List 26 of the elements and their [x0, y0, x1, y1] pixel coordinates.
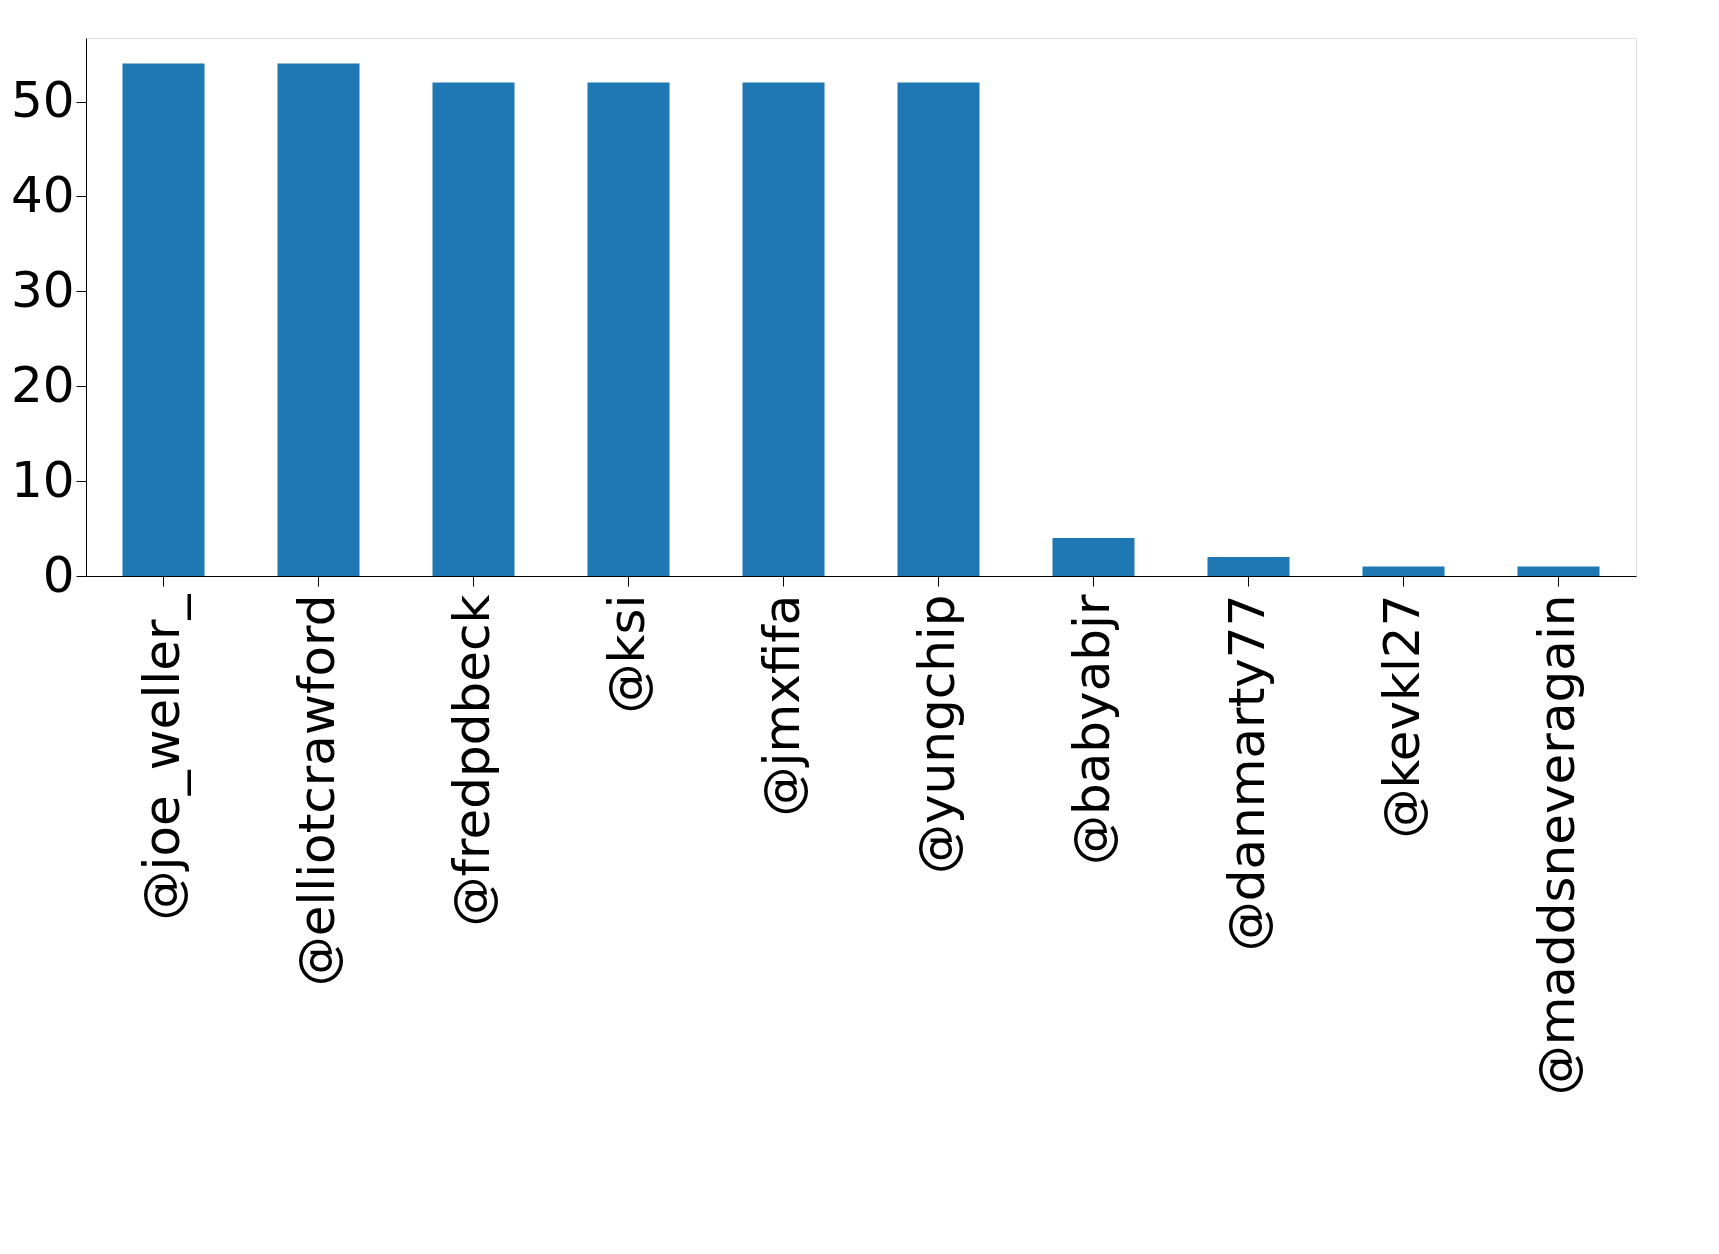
y-tick-label: 0: [42, 545, 75, 604]
bar: [742, 82, 825, 576]
x-tick-label: @danmarty77: [1217, 594, 1276, 952]
y-tick-label: 40: [10, 165, 75, 224]
bar: [897, 82, 980, 576]
x-tick-label: @kevkl27: [1372, 594, 1431, 839]
x-tick-label: @babyabjr: [1062, 594, 1121, 866]
y-tick-label: 50: [10, 71, 75, 130]
x-tick-label: @jmxfifa: [752, 594, 811, 817]
bar: [277, 63, 360, 576]
x-tick-label: @joe_weller_: [132, 593, 191, 921]
x-tick-label: @fredpdbeck: [442, 594, 501, 927]
y-tick-label: 10: [10, 450, 75, 509]
x-tick-label: @ksi: [597, 594, 656, 714]
x-tick-label: @elliotcrawford: [287, 594, 346, 987]
bar: [1052, 538, 1135, 576]
bar: [432, 82, 515, 576]
bar: [1517, 566, 1600, 576]
y-tick-label: 30: [10, 260, 75, 319]
bar: [122, 63, 205, 576]
y-tick-label: 20: [10, 355, 75, 414]
bar: [1207, 557, 1290, 576]
bar: [1362, 566, 1445, 576]
x-tick-label: @yungchip: [907, 594, 966, 875]
x-tick-label: @maddsneveragain: [1527, 594, 1586, 1096]
bar: [587, 82, 670, 576]
